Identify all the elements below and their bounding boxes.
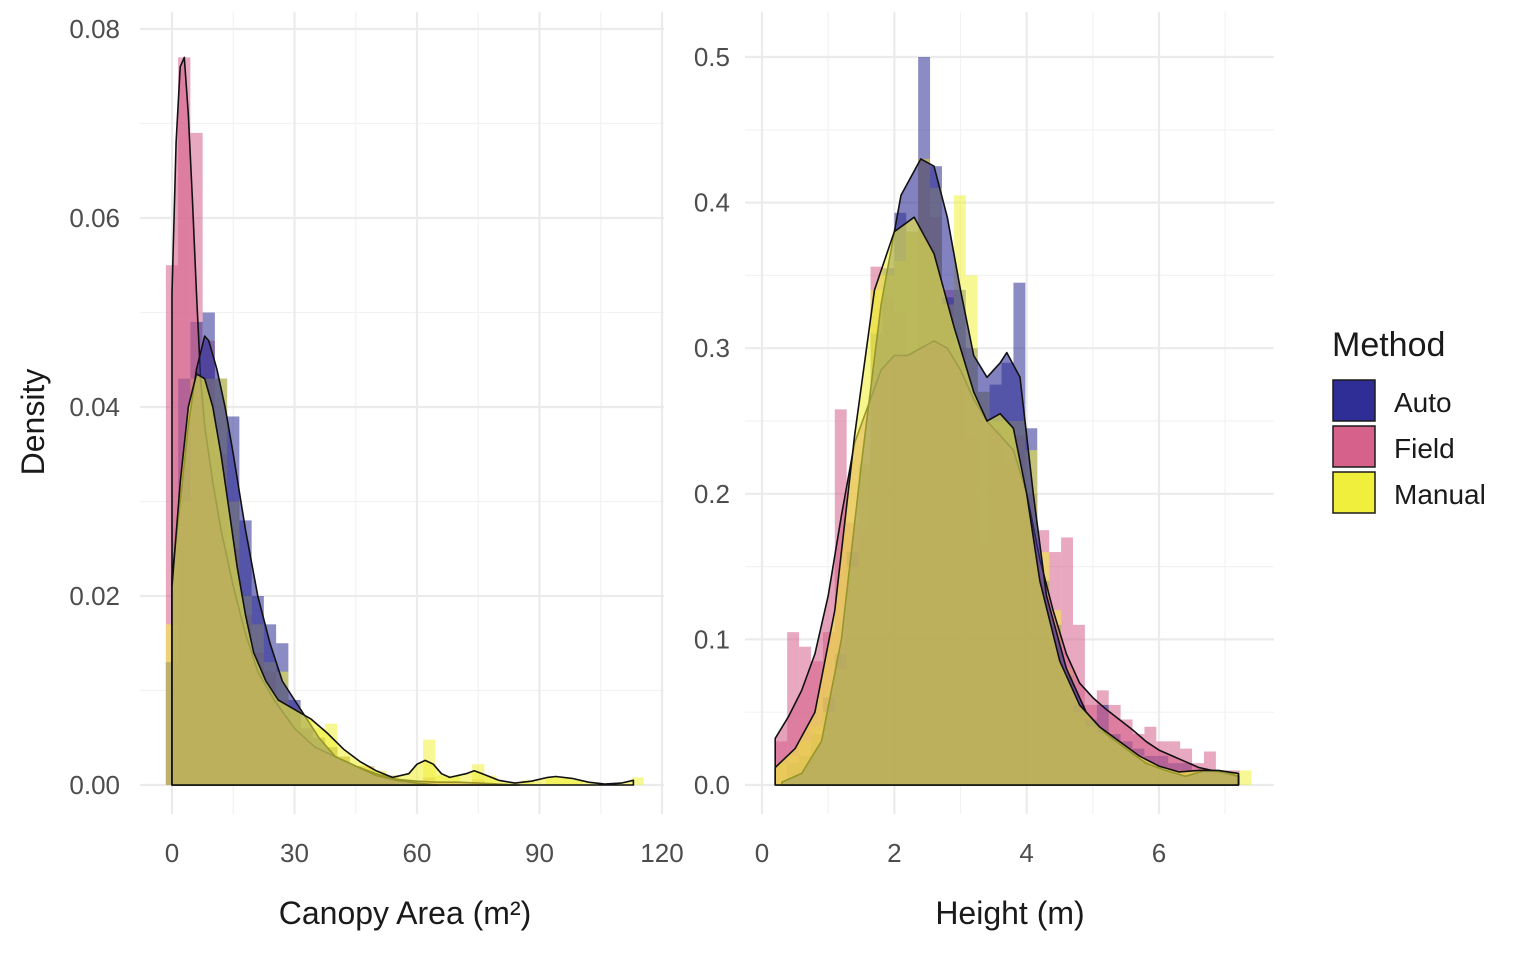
canopy-density-curves <box>171 56 635 786</box>
height-panel: 0 2 4 6 0.0 0.1 0.2 0.3 0.4 0.5 Height (m) <box>694 12 1274 931</box>
legend-title: Method <box>1332 326 1445 364</box>
legend-item-manual: Manual <box>1332 471 1486 514</box>
canopy-y-tick-labels: 0.00 0.02 0.04 0.06 0.08 <box>69 14 120 800</box>
height-bar-field <box>1203 751 1216 785</box>
canopy-x-tick-label: 60 <box>403 838 432 868</box>
canopy-area-panel: 0 30 60 90 120 0.00 0.02 0.04 0.06 0.08 Canopy A… <box>69 12 684 931</box>
height-density-manual <box>774 216 1240 786</box>
canopy-x-tick-label: 30 <box>280 838 309 868</box>
canopy-bar-manual <box>631 777 644 785</box>
canopy-x-tick-labels: 0 30 60 90 120 <box>165 838 684 868</box>
height-x-tick-label: 6 <box>1152 838 1166 868</box>
height-y-tick-label: 0.3 <box>694 333 730 363</box>
method-legend: Method Auto Field Manual <box>1332 326 1486 514</box>
height-x-tick-labels: 0 2 4 6 <box>755 838 1166 868</box>
height-y-tick-label: 0.5 <box>694 42 730 72</box>
legend-item-auto: Auto <box>1332 379 1452 422</box>
height-x-tick-label: 0 <box>755 838 769 868</box>
height-x-axis-title: Height (m) <box>935 895 1084 931</box>
legend-swatch-field <box>1332 425 1376 468</box>
height-y-tick-labels: 0.0 0.1 0.2 0.3 0.4 0.5 <box>694 42 730 800</box>
canopy-x-tick-label: 90 <box>525 838 554 868</box>
height-y-tick-label: 0.0 <box>694 770 730 800</box>
canopy-y-tick-label: 0.08 <box>69 14 120 44</box>
canopy-y-tick-label: 0.00 <box>69 770 120 800</box>
height-x-tick-label: 2 <box>887 838 901 868</box>
legend-label-auto: Auto <box>1394 387 1452 418</box>
height-x-tick-label: 4 <box>1019 838 1033 868</box>
height-bar-manual <box>1239 770 1252 785</box>
y-axis-title: Density <box>15 369 51 476</box>
canopy-y-tick-label: 0.06 <box>69 203 120 233</box>
legend-label-field: Field <box>1394 433 1455 464</box>
height-y-tick-label: 0.2 <box>694 479 730 509</box>
height-y-tick-label: 0.4 <box>694 188 730 218</box>
legend-item-field: Field <box>1332 425 1455 468</box>
height-density-curves <box>774 158 1240 786</box>
legend-swatch-manual <box>1332 471 1376 514</box>
canopy-x-tick-label: 0 <box>165 838 179 868</box>
legend-swatch-auto <box>1332 379 1376 422</box>
canopy-x-tick-label: 120 <box>640 838 683 868</box>
height-y-tick-label: 0.1 <box>694 624 730 654</box>
canopy-y-tick-label: 0.04 <box>69 392 120 422</box>
canopy-x-axis-title: Canopy Area (m²) <box>279 895 532 931</box>
canopy-density-manual <box>171 373 635 786</box>
canopy-y-tick-label: 0.02 <box>69 581 120 611</box>
legend-label-manual: Manual <box>1394 479 1486 510</box>
